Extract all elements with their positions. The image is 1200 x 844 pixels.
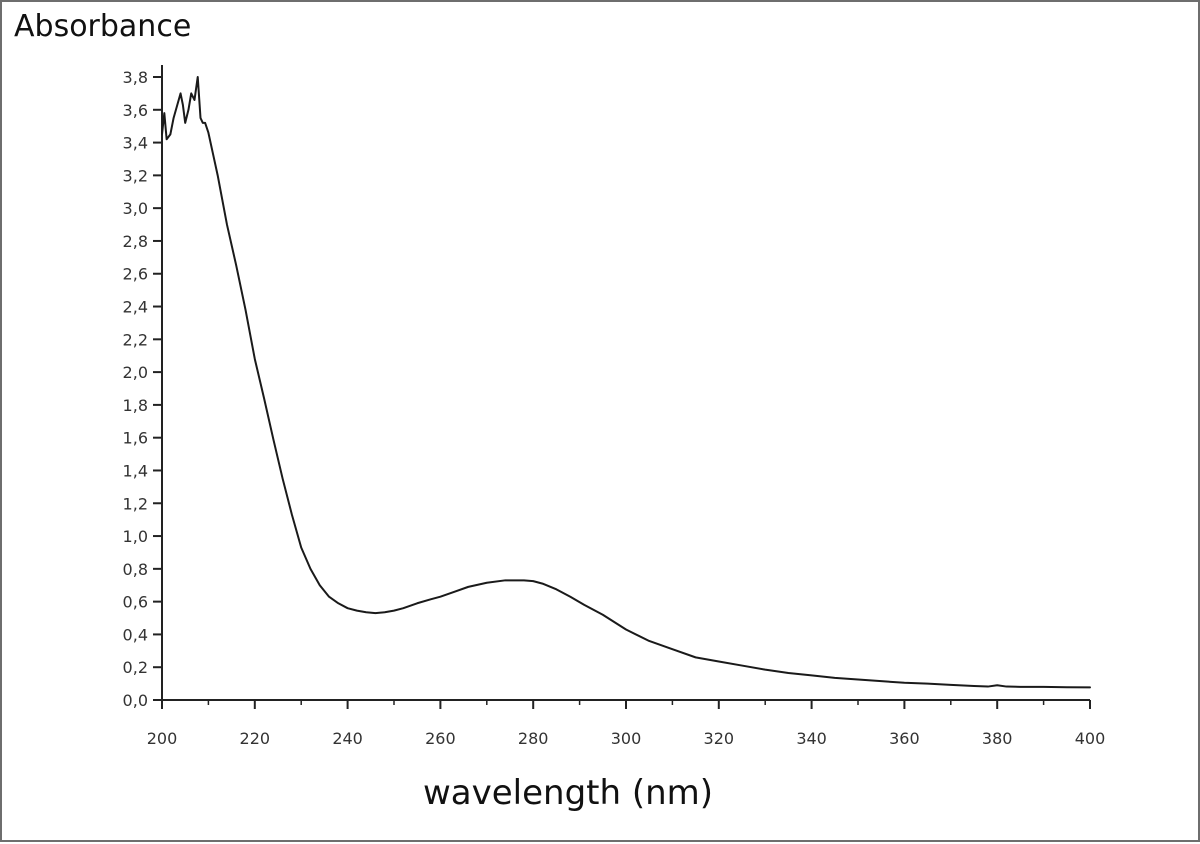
y-tick-label: 1,8 xyxy=(123,396,148,415)
y-tick-label: 2,4 xyxy=(123,298,148,317)
absorbance-series-line xyxy=(161,76,1091,689)
y-tick-label: 1,2 xyxy=(123,494,148,513)
y-tick-label: 3,8 xyxy=(123,68,148,87)
x-tick-label: 220 xyxy=(240,729,271,748)
y-axis-ticks: 0,0 0,2 0,4 0,6 0,8 1,0 1,2 1,4 1,6 1,8 2,0 2,2 2,4 2… xyxy=(123,68,162,710)
y-tick-label: 1,6 xyxy=(123,429,148,448)
y-tick-label: 0,2 xyxy=(123,658,148,677)
y-tick-label: 0,6 xyxy=(123,593,148,612)
x-tick-label: 240 xyxy=(332,729,363,748)
y-tick-label: 2,6 xyxy=(123,265,148,284)
y-tick-label: 1,4 xyxy=(123,461,148,480)
x-tick-label: 300 xyxy=(611,729,642,748)
x-tick-label: 360 xyxy=(889,729,920,748)
x-tick-label: 400 xyxy=(1075,729,1106,748)
x-tick-label: 380 xyxy=(982,729,1013,748)
y-tick-label: 0,4 xyxy=(123,625,148,644)
y-axis-title: Absorbance xyxy=(14,9,191,44)
y-tick-label: 2,2 xyxy=(123,330,148,349)
y-tick-label: 2,8 xyxy=(123,232,148,251)
y-tick-label: 0,8 xyxy=(123,560,148,579)
y-tick-label: 2,0 xyxy=(123,363,148,382)
x-axis-title: wavelength (nm) xyxy=(423,773,713,813)
x-axis-ticks: 200 220 240 260 280 300 320 340 360 380 400 xyxy=(147,700,1106,748)
y-tick-label: 3,6 xyxy=(123,101,148,120)
y-tick-label: 0,0 xyxy=(123,691,148,710)
y-tick-label: 3,0 xyxy=(123,199,148,218)
x-tick-label: 260 xyxy=(425,729,456,748)
series-layer xyxy=(161,76,1091,689)
y-tick-label: 3,2 xyxy=(123,166,148,185)
x-tick-label: 340 xyxy=(796,729,827,748)
y-tick-label: 1,0 xyxy=(123,527,148,546)
x-tick-label: 200 xyxy=(147,729,178,748)
x-tick-label: 280 xyxy=(518,729,549,748)
x-tick-label: 320 xyxy=(704,729,735,748)
y-tick-label: 3,4 xyxy=(123,134,148,153)
